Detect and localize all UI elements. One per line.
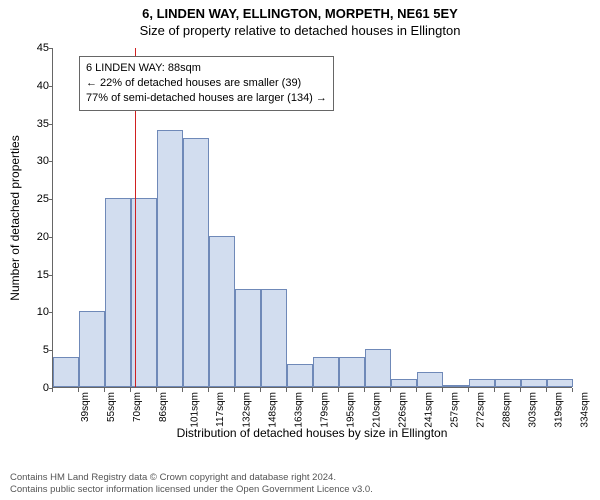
x-tick-label: 319sqm [554,392,565,428]
footer-line: Contains HM Land Registry data © Crown c… [10,472,373,484]
x-tick-label: 86sqm [158,392,169,422]
x-tick-label: 132sqm [242,392,253,428]
histogram-bar [105,198,131,387]
x-tick-label: 179sqm [320,392,331,428]
histogram-bar [391,379,417,387]
page-subtitle: Size of property relative to detached ho… [0,21,600,38]
y-tick-mark [49,124,53,125]
histogram-bar [157,130,183,387]
histogram-bar [365,349,391,387]
x-tick-label: 163sqm [294,392,305,428]
y-tick-mark [49,312,53,313]
y-axis-label: Number of detached properties [8,135,22,300]
y-tick-label: 20 [23,231,49,243]
histogram-bar [469,379,495,387]
x-tick-mark [52,388,53,392]
page-title: 6, LINDEN WAY, ELLINGTON, MORPETH, NE61 … [0,0,600,21]
y-tick-label: 5 [23,344,49,356]
y-tick-label: 30 [23,155,49,167]
x-tick-label: 226sqm [398,392,409,428]
x-tick-label: 288sqm [502,392,513,428]
x-tick-mark [468,388,469,392]
x-tick-mark [442,388,443,392]
annotation-line: ← 22% of detached houses are smaller (39… [86,76,327,91]
histogram-bar [53,357,79,387]
x-tick-label: 148sqm [268,392,279,428]
x-tick-mark [234,388,235,392]
histogram-bar [209,236,235,387]
annotation-line: 6 LINDEN WAY: 88sqm [86,61,327,76]
x-tick-label: 272sqm [476,392,487,428]
y-tick-mark [49,86,53,87]
x-tick-label: 210sqm [372,392,383,428]
histogram-bar [235,289,261,387]
x-tick-label: 117sqm [215,392,226,427]
x-tick-mark [494,388,495,392]
histogram-bar [521,379,547,387]
y-tick-mark [49,199,53,200]
histogram-bar [287,364,313,387]
x-tick-mark [156,388,157,392]
histogram-bar [339,357,365,387]
x-tick-mark [338,388,339,392]
histogram-bar [313,357,339,387]
x-tick-mark [416,388,417,392]
x-tick-label: 303sqm [528,392,539,428]
x-tick-label: 70sqm [132,392,143,422]
plot-area: 0510152025303540456 LINDEN WAY: 88sqm← 2… [52,48,572,388]
histogram-bar [417,372,443,387]
footer-attribution: Contains HM Land Registry data © Crown c… [10,472,373,496]
y-tick-label: 25 [23,193,49,205]
histogram-bar [495,379,521,387]
x-axis-label: Distribution of detached houses by size … [52,426,572,446]
x-tick-label: 101sqm [190,392,201,428]
annotation-box: 6 LINDEN WAY: 88sqm← 22% of detached hou… [79,56,334,111]
x-tick-mark [208,388,209,392]
chart-container: Number of detached properties 0510152025… [52,48,572,418]
y-tick-mark [49,161,53,162]
x-tick-mark [286,388,287,392]
x-tick-mark [130,388,131,392]
x-tick-mark [546,388,547,392]
x-tick-label: 195sqm [346,392,357,428]
histogram-bar [79,311,105,387]
x-tick-mark [312,388,313,392]
histogram-bar [183,138,209,387]
x-tick-label: 241sqm [424,392,435,428]
y-tick-mark [49,350,53,351]
footer-line: Contains public sector information licen… [10,484,373,496]
y-tick-mark [49,275,53,276]
histogram-bar [547,379,573,387]
x-tick-mark [390,388,391,392]
x-tick-label: 334sqm [580,392,591,428]
histogram-bar [443,385,469,387]
x-tick-label: 55sqm [106,392,117,422]
y-tick-mark [49,48,53,49]
x-tick-mark [182,388,183,392]
x-tick-mark [78,388,79,392]
x-tick-mark [260,388,261,392]
y-tick-label: 10 [23,306,49,318]
annotation-line: 77% of semi-detached houses are larger (… [86,91,327,106]
y-tick-label: 35 [23,118,49,130]
y-tick-mark [49,237,53,238]
x-tick-mark [104,388,105,392]
x-tick-label: 39sqm [80,392,91,422]
x-tick-label: 257sqm [450,392,461,428]
y-tick-label: 40 [23,80,49,92]
y-tick-label: 45 [23,42,49,54]
y-tick-label: 0 [23,382,49,394]
y-tick-label: 15 [23,269,49,281]
x-tick-mark [572,388,573,392]
x-tick-mark [364,388,365,392]
x-tick-mark [520,388,521,392]
histogram-bar [261,289,287,387]
